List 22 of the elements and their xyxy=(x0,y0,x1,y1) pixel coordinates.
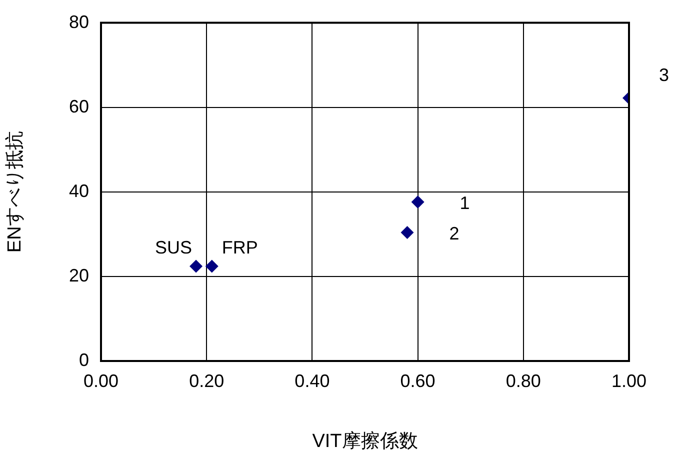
y-tick-label: 0 xyxy=(78,350,89,370)
point xyxy=(205,260,218,273)
x-tick-label: 0.40 xyxy=(294,370,330,391)
x-tick-label: 1.00 xyxy=(611,370,647,391)
annotation: 2 xyxy=(449,223,460,244)
x-tick-label: 0.20 xyxy=(189,370,224,391)
x-tick-label: 0.80 xyxy=(506,370,541,391)
x-axis-title: VIT摩擦係数 xyxy=(312,430,418,452)
x-tick-label: 0.00 xyxy=(83,370,119,391)
annotation: FRP xyxy=(222,237,258,258)
point xyxy=(190,260,203,273)
point xyxy=(411,196,424,209)
annotation: SUS xyxy=(155,237,192,258)
y-tick-label: 80 xyxy=(68,12,89,32)
y-tick-label: 40 xyxy=(68,180,89,201)
y-tick-label: 60 xyxy=(68,96,89,116)
point xyxy=(400,226,414,239)
annotation: 1 xyxy=(460,193,470,214)
annotation: 3 xyxy=(658,65,670,86)
y-axis-title: ENすべり抵抗 xyxy=(4,131,26,253)
x-tick-label: 0.60 xyxy=(400,370,436,391)
y-tick-label: 20 xyxy=(68,265,89,286)
